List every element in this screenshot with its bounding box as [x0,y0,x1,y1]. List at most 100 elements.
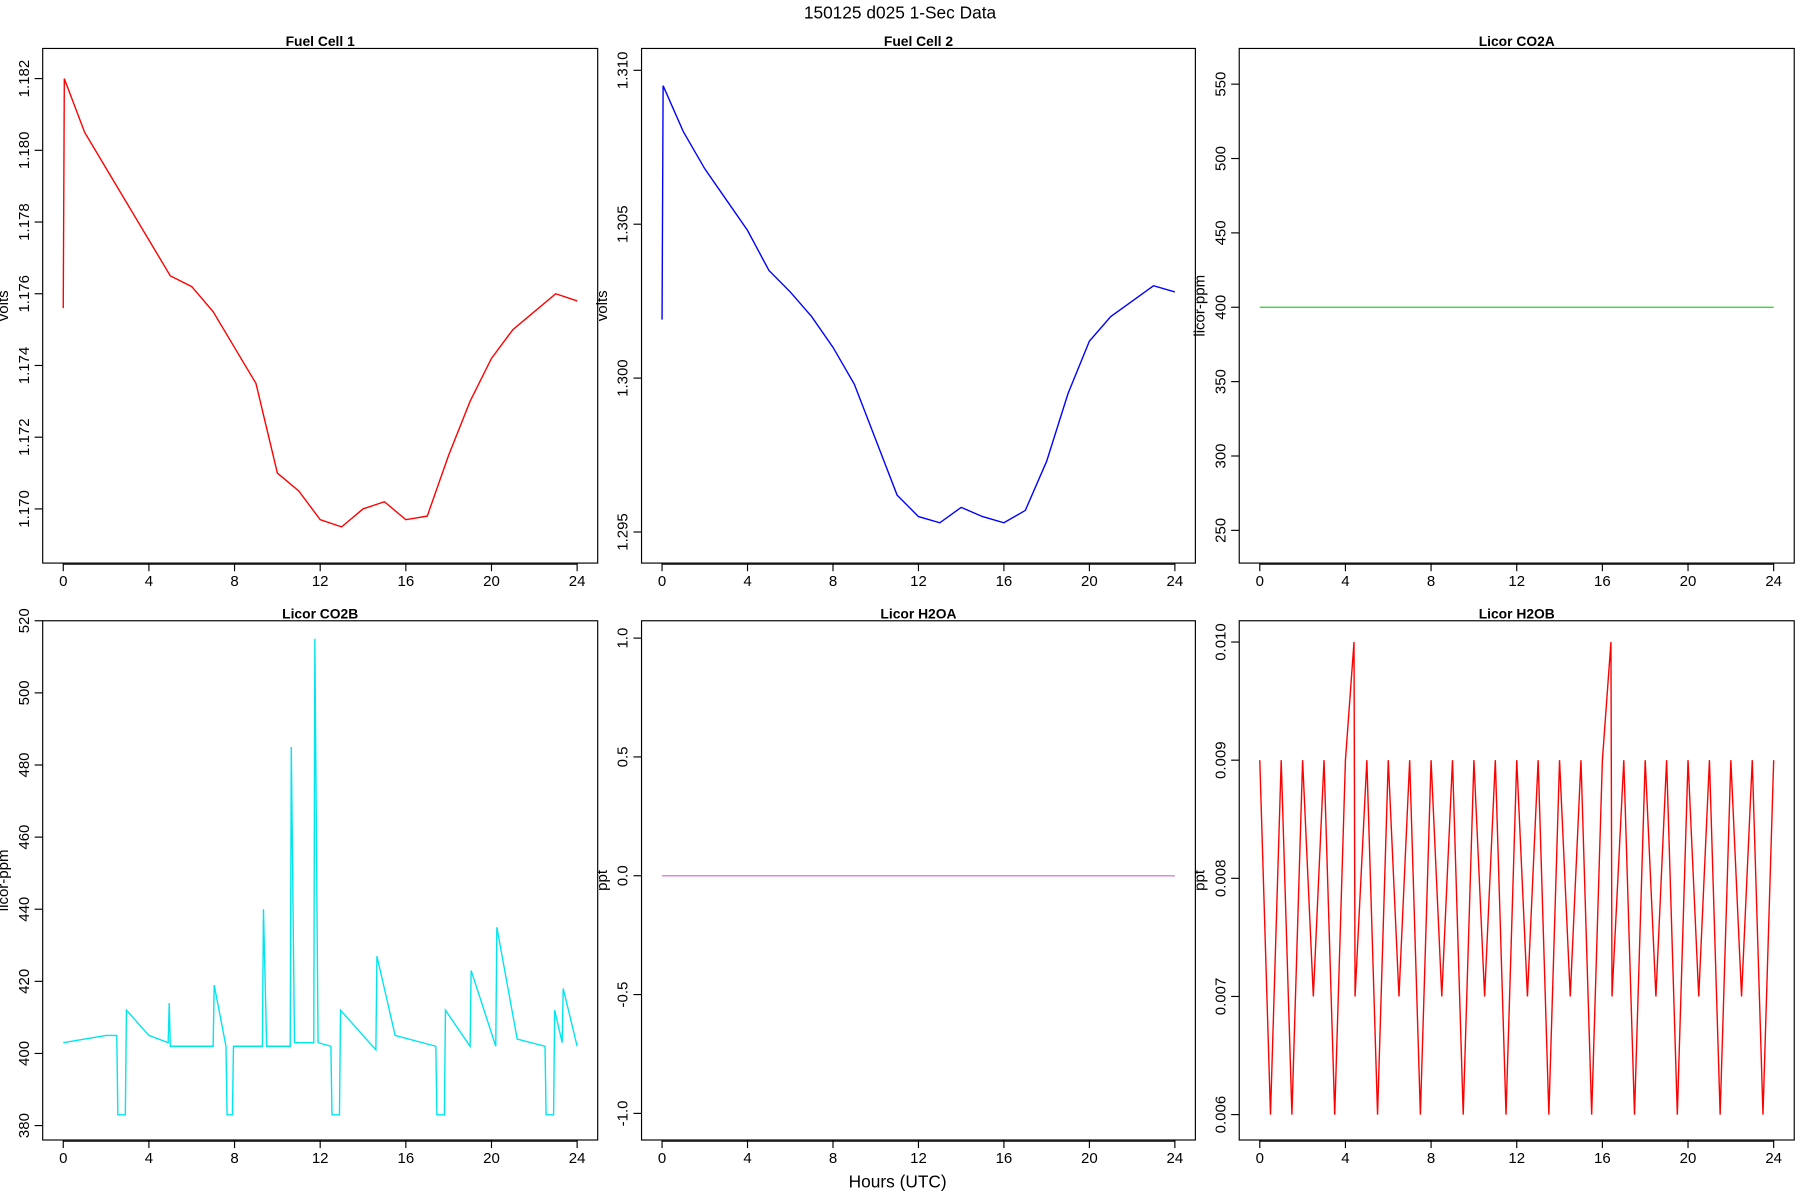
y-tick-label: 500 [16,680,33,705]
x-tick-label: 16 [996,573,1013,590]
y-tick-label: 1.305 [615,205,632,243]
y-tick-label: 420 [16,969,33,994]
y-tick-label: 0.010 [1212,623,1229,661]
x-tick-label: 16 [397,1150,414,1167]
x-tick-label: 12 [1508,573,1525,590]
y-tick-label: 1.178 [16,203,33,241]
x-tick-label: 24 [569,573,586,590]
data-line [1259,641,1775,1115]
x-tick-label: 4 [145,573,153,590]
y-axis-label: ppt [594,869,611,891]
x-tick-label: 12 [1508,1150,1525,1167]
x-tick-label: 16 [996,1150,1013,1167]
plot-frame [42,47,599,564]
x-tick-label: 8 [1427,1150,1435,1167]
panel: Fuel Cell 1 volts 0 4 8 12 16 20 24 1.170 1.172 1.1… [0,33,599,590]
y-tick-label: 0.008 [1212,860,1229,898]
plot-frame [1238,620,1795,1141]
y-tick-label: 1.172 [16,418,33,456]
x-tick-label: 12 [910,573,927,590]
y-tick-label: 1.180 [16,132,33,170]
y-axis-label: ppt [1192,869,1209,891]
x-tick-label: 20 [1680,1150,1697,1167]
y-axis-label: volts [594,290,611,321]
x-tick-label: 8 [230,573,238,590]
y-tick-label: 500 [1212,146,1229,171]
y-tick-label: 0.009 [1212,741,1229,779]
panel-title: Licor H2OA [880,605,956,621]
x-tick-label: 4 [743,1150,751,1167]
y-tick-label: 1.182 [16,60,33,98]
y-tick-label: 460 [16,825,33,850]
x-tick-label: 0 [658,1150,666,1167]
plot-frame [640,47,1196,564]
y-tick-label: 520 [16,608,33,633]
x-tick-label: 20 [1680,573,1697,590]
x-tick-label: 8 [230,1150,238,1167]
x-tick-label: 16 [1594,573,1611,590]
panel-title: Licor CO2B [282,605,358,621]
y-tick-label: 400 [16,1041,33,1066]
y-tick-label: 1.0 [615,628,632,649]
y-tick-label: 1.176 [16,275,33,313]
y-tick-label: 0.006 [1212,1096,1229,1134]
x-tick-label: 8 [829,1150,837,1167]
x-tick-label: 0 [59,573,67,590]
plot-frame [640,620,1196,1141]
y-tick-label: 1.310 [615,52,632,90]
panel: Licor CO2A licor-ppm 0 4 8 12 16 20 24 250 300 350 4… [1192,33,1795,590]
y-tick-label: 0.007 [1212,978,1229,1016]
x-tick-label: 4 [1341,1150,1349,1167]
y-tick-label: 0.5 [615,747,632,768]
x-tick-label: 24 [1765,573,1782,590]
panel: Licor H2OA ppt 0 4 8 12 16 20 24 -1.0 -0.5 0.0 0.5 1.… [594,605,1196,1167]
x-tick-label: 20 [483,1150,500,1167]
x-tick-label: 4 [1341,573,1349,590]
y-tick-label: -0.5 [615,982,632,1008]
panel: Fuel Cell 2 volts 0 4 8 12 16 20 24 1.295 1.300 1.3… [594,33,1196,590]
x-tick-label: 8 [829,573,837,590]
plot-frame [1238,47,1795,564]
data-line [62,78,578,528]
y-axis-label: volts [0,290,12,321]
x-tick-label: 0 [1256,573,1264,590]
panel: Licor H2OB ppt 0 4 8 12 16 20 24 0.006 0.007 0.008 0… [1192,605,1795,1167]
y-tick-label: -1.0 [615,1100,632,1126]
x-tick-label: 12 [312,573,329,590]
figure-title: 150125 d025 1-Sec Data [804,2,997,22]
panel: Licor CO2B licor-ppm 0 4 8 12 16 20 24 380 400 420 4… [0,605,599,1167]
x-tick-label: 20 [483,573,500,590]
x-tick-label: 24 [1765,1150,1782,1167]
x-tick-label: 0 [59,1150,67,1167]
x-tick-label: 24 [1167,573,1184,590]
y-tick-label: 380 [16,1113,33,1138]
x-tick-label: 20 [1081,573,1098,590]
x-tick-label: 24 [569,1150,586,1167]
x-tick-label: 8 [1427,573,1435,590]
y-tick-label: 250 [1212,518,1229,543]
y-tick-label: 1.174 [16,347,33,385]
y-tick-label: 440 [16,897,33,922]
x-tick-label: 12 [312,1150,329,1167]
x-tick-label: 12 [910,1150,927,1167]
x-axis-label: Hours (UTC) [849,1171,947,1191]
y-axis-label: licor-ppm [0,850,12,912]
panel-title: Licor H2OB [1479,605,1555,621]
x-tick-label: 20 [1081,1150,1098,1167]
x-tick-label: 24 [1167,1150,1184,1167]
y-tick-label: 1.170 [16,490,33,528]
y-tick-label: 450 [1212,220,1229,245]
y-tick-label: 480 [16,752,33,777]
y-tick-label: 350 [1212,369,1229,394]
data-line [63,638,578,1116]
y-axis-label: licor-ppm [1192,275,1209,337]
y-tick-label: 550 [1212,72,1229,97]
x-tick-label: 4 [743,573,751,590]
x-tick-label: 0 [1256,1150,1264,1167]
y-tick-label: 0.0 [615,865,632,886]
x-tick-label: 0 [658,573,666,590]
y-tick-label: 1.300 [615,359,632,397]
y-tick-label: 400 [1212,295,1229,320]
